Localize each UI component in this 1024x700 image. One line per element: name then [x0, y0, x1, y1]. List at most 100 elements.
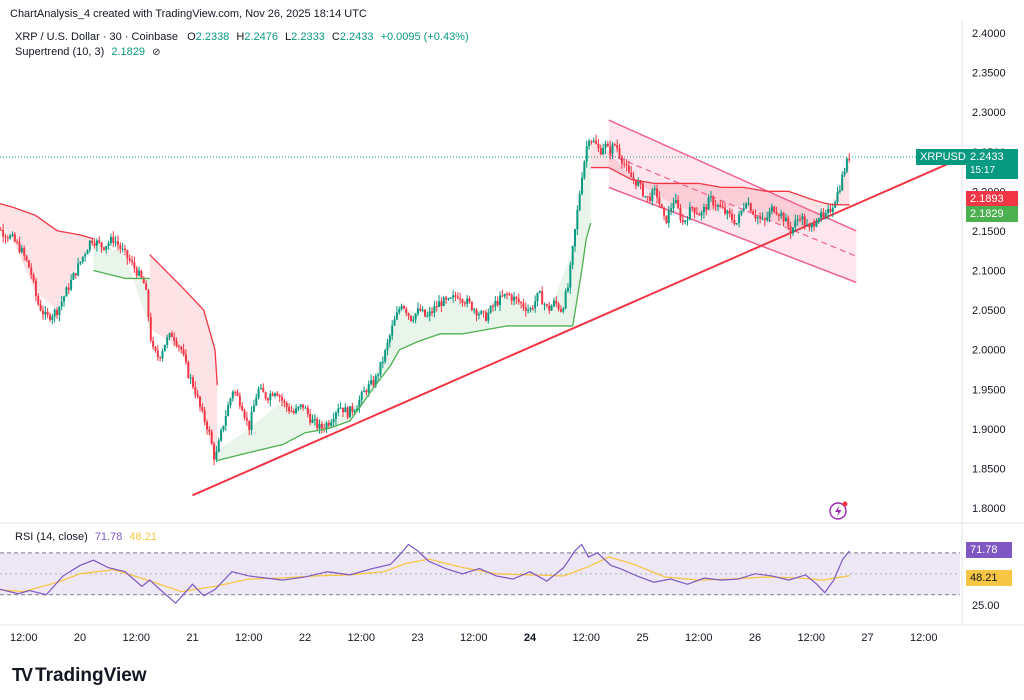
candle-body: [159, 357, 162, 359]
supertrend-legend[interactable]: Supertrend (10, 3) 2.1829 ⊘: [15, 45, 160, 60]
descending-channel-drawing[interactable]: [608, 119, 857, 284]
alert-bolt-icon[interactable]: [829, 501, 848, 520]
candle-body: [487, 312, 490, 321]
supertrend-fill-segment: [248, 401, 283, 453]
candle-body: [672, 203, 675, 209]
candle-body: [391, 325, 394, 336]
candle-body: [677, 199, 680, 208]
candle-body: [693, 207, 696, 214]
candle-body: [313, 419, 316, 421]
candle-body: [327, 422, 330, 426]
candle-body: [571, 246, 574, 265]
candle-body: [74, 273, 77, 276]
candle-body: [735, 222, 738, 225]
eye-off-icon[interactable]: ⊘: [152, 47, 161, 58]
candle-body: [506, 293, 509, 295]
candle-body: [152, 340, 155, 348]
candle-body: [590, 141, 593, 143]
supertrend-segment: [57, 230, 81, 236]
candle-body: [367, 384, 370, 393]
supertrend-fill-segment: [125, 254, 150, 329]
candle-body: [266, 398, 269, 401]
symbol-legend[interactable]: XRP / U.S. Dollar · 30 · Coinbase O2.233…: [15, 30, 469, 44]
candle-body: [494, 300, 497, 307]
candle-body: [634, 179, 637, 186]
candle-body: [424, 309, 426, 317]
candle-body: [426, 315, 429, 317]
candle-body: [569, 264, 572, 288]
candle-body: [574, 229, 576, 247]
candle-body: [452, 295, 455, 298]
candle-body: [114, 241, 117, 243]
candle-body: [379, 361, 382, 375]
candle-body: [529, 308, 532, 310]
candle-body: [827, 208, 830, 214]
candle-body: [91, 240, 94, 244]
supertrend-value: 2.1829: [111, 46, 145, 58]
candle-body: [721, 206, 724, 208]
price-tick-label: 2.0000: [972, 345, 1006, 357]
candle-body: [37, 296, 40, 305]
candle-body: [552, 300, 555, 307]
rsi-legend[interactable]: RSI (14, close) 71.78 48.21: [15, 530, 157, 544]
candle-body: [822, 212, 825, 216]
candle-body: [799, 219, 801, 221]
supertrend-segment: [585, 222, 592, 240]
rsi-value: 71.78: [94, 531, 123, 543]
candle-body: [684, 220, 687, 223]
tradingview-logo-icon: TV: [12, 665, 33, 685]
candle-body: [187, 361, 190, 379]
candle-body: [777, 214, 780, 217]
candle-body: [306, 407, 309, 415]
ohlc-open-value: 2.2338: [195, 31, 230, 43]
candle-body: [142, 277, 145, 284]
supertrend-fill-segment: [203, 310, 215, 461]
candle-body: [168, 333, 171, 338]
candle-body: [583, 161, 586, 178]
candle-body: [203, 410, 206, 423]
candle-body: [184, 354, 187, 362]
candle-body: [250, 411, 253, 430]
supertrend-segment: [371, 365, 392, 390]
candlestick-series: [0, 134, 851, 466]
time-tick-label: 26: [749, 632, 761, 644]
channel-fill: [608, 120, 857, 283]
time-axis[interactable]: 12:00 20 12:00 21 12:00 22 12:00 23 12:00 24 12:00…: [0, 624, 1024, 644]
candle-body: [416, 308, 419, 314]
candle-body: [508, 293, 511, 295]
candle-body: [592, 140, 595, 142]
candle-body: [121, 248, 124, 250]
supertrend-fill-segment: [590, 138, 609, 168]
candle-body: [775, 212, 778, 215]
candle-body: [414, 313, 417, 320]
candle-body: [679, 207, 682, 220]
supertrend-segment: [581, 238, 587, 271]
candle-body: [269, 393, 272, 401]
candle-body: [257, 388, 260, 398]
symbol-badge: XRPUSD: [916, 149, 970, 165]
candle-body: [243, 410, 246, 418]
candle-body: [409, 315, 412, 321]
supertrend-fill-segment: [181, 286, 204, 419]
candle-body: [56, 309, 59, 316]
candle-body: [199, 396, 201, 407]
candle-body: [806, 224, 809, 226]
supertrend-segment: [399, 341, 418, 351]
supertrend-fill-segment: [743, 187, 767, 220]
supertrend-fill-segment: [0, 203, 13, 239]
time-tick-label: 22: [299, 632, 311, 644]
supertrend-fill-segment: [462, 298, 485, 334]
candle-body: [402, 305, 405, 309]
candle-body: [372, 380, 375, 386]
time-tick-label: 23: [411, 632, 423, 644]
candle-body: [595, 140, 598, 144]
candle-body: [724, 207, 726, 214]
candle-body: [337, 408, 340, 413]
candle-body: [515, 296, 518, 299]
supertrend-segment: [93, 269, 126, 280]
time-tick-label: 12:00: [797, 632, 825, 644]
time-tick-label: 20: [74, 632, 86, 644]
candle-body: [88, 240, 91, 251]
ascending-trendline-drawing[interactable]: [192, 158, 958, 497]
